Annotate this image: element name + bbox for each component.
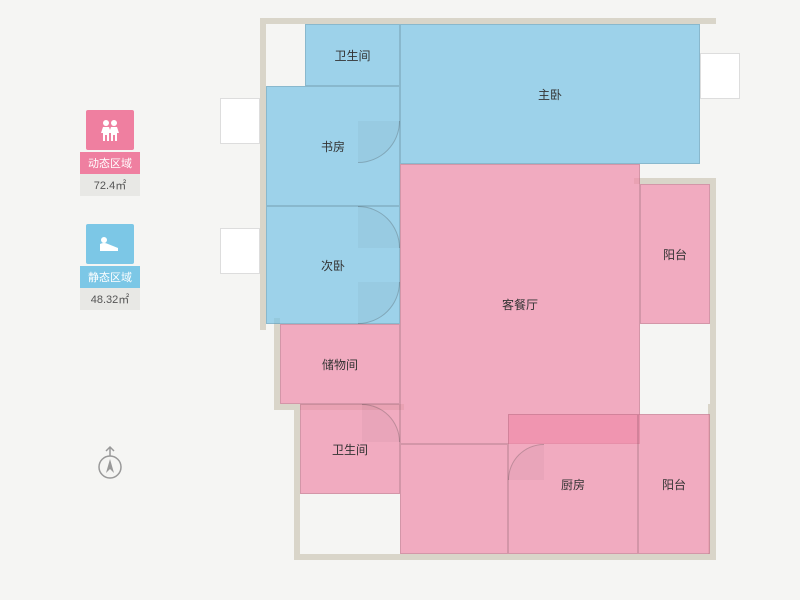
legend-static: 静态区域 48.32㎡: [80, 224, 140, 310]
room-balcony1: 阳台: [640, 184, 710, 324]
legend-panel: 动态区域 72.4㎡ 静态区域 48.32㎡: [80, 110, 140, 338]
room-bathroom1: 卫生间: [305, 24, 400, 86]
exterior-slot: [220, 98, 260, 144]
room-master: 主卧: [400, 24, 700, 164]
legend-static-label: 静态区域: [80, 266, 140, 288]
legend-dynamic-label: 动态区域: [80, 152, 140, 174]
room-balcony2: 阳台: [638, 414, 710, 554]
room-hall-ext: [400, 444, 508, 554]
legend-dynamic: 动态区域 72.4㎡: [80, 110, 140, 196]
legend-static-value: 48.32㎡: [80, 288, 140, 310]
rest-icon: [86, 224, 134, 264]
exterior-slot: [220, 228, 260, 274]
room-kitchen: 厨房: [508, 414, 638, 554]
compass-icon: [96, 445, 124, 481]
legend-dynamic-value: 72.4㎡: [80, 174, 140, 196]
room-storage: 储物间: [280, 324, 400, 404]
floor-plan: 卫生间主卧书房次卧客餐厅阳台储物间卫生间厨房阳台: [260, 18, 760, 578]
exterior-slot: [700, 53, 740, 99]
people-icon: [86, 110, 134, 150]
room-living: 客餐厅: [400, 164, 640, 444]
